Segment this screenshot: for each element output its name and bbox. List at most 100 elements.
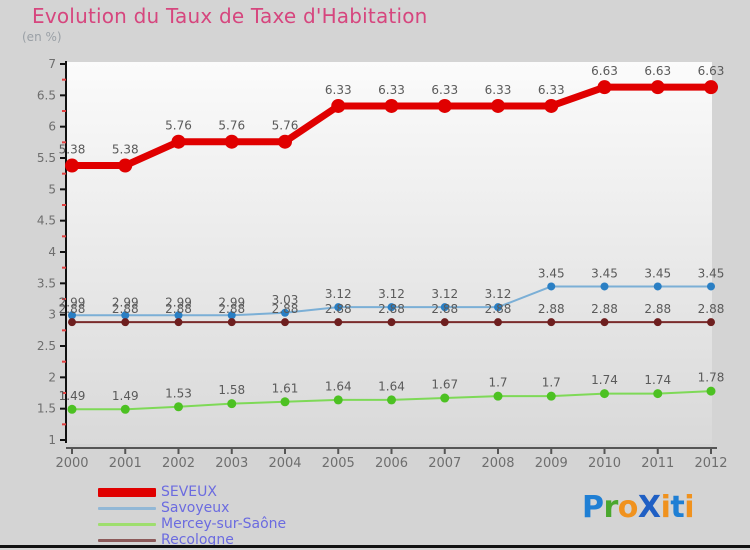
data-label-recologne-2012: 2.88 (698, 302, 725, 316)
chart-legend: SEVEUX Savoyeux Mercey-sur-Saône Recolog… (98, 484, 428, 548)
data-point-mercey-sur-sa-ne-2006 (387, 395, 396, 405)
data-label-savoyeux-2006: 3.12 (378, 287, 405, 301)
x-axis-tick-label: 2003 (215, 456, 248, 471)
data-label-recologne-2008: 2.88 (485, 302, 512, 316)
y-axis-tick-label: 4.5 (37, 214, 56, 228)
data-label-mercey-sur-sa-ne-2005: 1.64 (325, 379, 352, 393)
data-point-recologne-2011 (653, 318, 662, 327)
data-point-recologne-2010 (600, 318, 609, 327)
x-axis-tick-label: 2002 (162, 456, 195, 471)
data-point-savoyeux-2005 (334, 303, 343, 312)
data-point-recologne-2007 (440, 318, 449, 327)
bottom-divider (0, 545, 750, 548)
x-axis: 2000 2001 2002 2003 2004 2005 2006 2007 2008 2009… (55, 447, 728, 471)
legend-item-savoyeux[interactable]: Savoyeux (98, 500, 428, 516)
data-label-seveux-2006: 6.33 (378, 83, 405, 97)
data-label-recologne-2005: 2.88 (325, 302, 352, 316)
data-point-recologne-2008 (494, 318, 502, 327)
data-point-seveux-2003 (224, 134, 239, 149)
data-point-mercey-sur-sa-ne-2002 (174, 402, 183, 412)
data-point-savoyeux-2009 (547, 282, 556, 291)
data-label-mercey-sur-sa-ne-2001: 1.49 (112, 389, 139, 403)
data-label-savoyeux-2004: 3.03 (272, 293, 299, 307)
data-point-mercey-sur-sa-ne-2008 (493, 391, 503, 401)
data-label-recologne-2007: 2.88 (431, 302, 458, 316)
legend-item-recologne[interactable]: Recologne (98, 532, 428, 548)
data-point-seveux-2001 (118, 158, 133, 173)
y-axis-tick-label: 4 (48, 245, 56, 259)
data-point-mercey-sur-sa-ne-2000 (67, 404, 77, 414)
data-point-seveux-2011 (650, 80, 665, 95)
data-point-recologne-2000 (68, 318, 76, 327)
data-label-savoyeux-2003: 2.99 (218, 295, 245, 309)
data-label-savoyeux-2002: 2.99 (165, 295, 192, 309)
y-axis-tick-label: 6 (48, 120, 56, 134)
data-point-mercey-sur-sa-ne-2001 (120, 404, 130, 414)
brand-letter-3: X (637, 490, 661, 525)
data-point-seveux-2010 (597, 80, 612, 95)
data-point-savoyeux-2006 (387, 303, 396, 312)
x-axis-tick-label: 2009 (535, 456, 568, 471)
data-label-savoyeux-2012: 3.45 (698, 266, 725, 280)
data-label-seveux-2012: 6.63 (698, 64, 725, 78)
data-point-seveux-2006 (384, 98, 399, 113)
y-axis-tick-label: 6.5 (37, 88, 56, 102)
data-label-mercey-sur-sa-ne-2011: 1.74 (644, 373, 671, 387)
data-label-seveux-2002: 5.76 (165, 119, 192, 133)
data-label-savoyeux-2001: 2.99 (112, 295, 139, 309)
data-point-seveux-2008 (491, 98, 505, 113)
legend-item-seveux[interactable]: SEVEUX (98, 484, 428, 500)
data-label-recologne-2004: 2.88 (272, 302, 299, 316)
legend-swatch-seveux (98, 487, 156, 497)
data-point-mercey-sur-sa-ne-2007 (440, 393, 450, 403)
data-label-mercey-sur-sa-ne-2007: 1.67 (431, 378, 458, 392)
data-point-seveux-2000 (65, 158, 79, 173)
y-axis-tick-label: 2 (48, 370, 56, 384)
legend-label-seveux: SEVEUX (161, 483, 217, 500)
data-label-mercey-sur-sa-ne-2008: 1.7 (488, 376, 507, 390)
y-axis-tick-label: 1.5 (37, 402, 56, 416)
data-label-savoyeux-2000: 2.99 (59, 295, 86, 309)
data-point-seveux-2012 (704, 80, 718, 95)
data-point-recologne-2005 (334, 318, 343, 327)
data-point-savoyeux-2008 (494, 303, 502, 312)
data-point-mercey-sur-sa-ne-2005 (333, 395, 343, 405)
legend-item-mercey-sur-saone[interactable]: Mercey-sur-Saône (98, 516, 428, 532)
data-point-mercey-sur-sa-ne-2003 (227, 399, 237, 409)
data-point-mercey-sur-sa-ne-2012 (706, 386, 716, 396)
data-point-savoyeux-2004 (281, 308, 289, 317)
x-axis-tick-label: 2012 (694, 456, 727, 471)
data-label-mercey-sur-sa-ne-2006: 1.64 (378, 379, 405, 393)
data-label-seveux-2005: 6.33 (325, 83, 352, 97)
data-label-mercey-sur-sa-ne-2010: 1.74 (591, 373, 618, 387)
data-label-seveux-2011: 6.63 (644, 64, 671, 78)
data-label-seveux-2000: 5.38 (59, 143, 86, 157)
data-label-seveux-2009: 6.33 (538, 83, 565, 97)
x-axis-tick-label: 2004 (268, 456, 301, 471)
brand-letter-2: o (617, 490, 639, 525)
y-axis-tick-label: 3 (48, 308, 56, 322)
data-label-mercey-sur-sa-ne-2012: 1.78 (698, 371, 725, 385)
brand-letter-5: t (670, 490, 685, 525)
data-point-recologne-2003 (227, 318, 236, 327)
page-title: Evolution du Taux de Taxe d'Habitation (32, 4, 428, 28)
data-point-recologne-2012 (707, 318, 715, 327)
data-label-seveux-2004: 5.76 (272, 119, 299, 133)
data-point-seveux-2009 (544, 98, 559, 113)
x-axis-tick-label: 2011 (641, 456, 674, 471)
proxiti-logo[interactable]: ProXiti (582, 490, 694, 525)
brand-letter-6: i (684, 490, 694, 525)
data-label-seveux-2010: 6.63 (591, 64, 618, 78)
data-point-recologne-2001 (121, 318, 130, 327)
brand-letter-1: r (603, 490, 619, 525)
data-point-savoyeux-2002 (174, 311, 183, 320)
data-point-savoyeux-2001 (121, 311, 130, 320)
data-point-seveux-2005 (331, 98, 346, 113)
y-axis-tick-label: 7 (48, 57, 56, 71)
data-point-savoyeux-2007 (440, 303, 449, 312)
data-point-mercey-sur-sa-ne-2010 (600, 389, 609, 399)
data-label-recologne-2006: 2.88 (378, 302, 405, 316)
legend-swatch-recologne (98, 538, 156, 542)
series-layer (65, 80, 718, 414)
data-label-seveux-2003: 5.76 (218, 119, 245, 133)
